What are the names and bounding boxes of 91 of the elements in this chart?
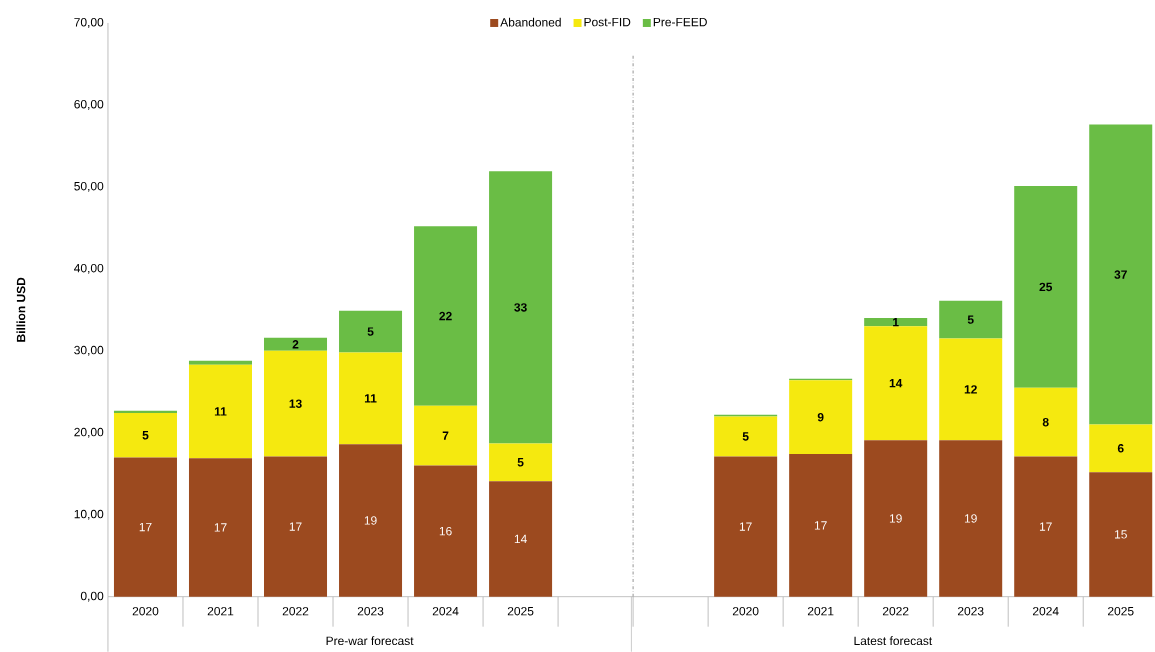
x-tick-label: 2023 xyxy=(957,606,984,616)
data-label: 17 xyxy=(814,521,827,530)
data-label: 5 xyxy=(142,430,149,440)
data-label: 17 xyxy=(214,523,227,532)
bar xyxy=(714,456,778,597)
data-label: 37 xyxy=(1114,270,1127,279)
x-tick-label: 2024 xyxy=(432,606,459,616)
y-tick-label: 10,00 xyxy=(74,509,104,520)
data-label: 14 xyxy=(514,534,527,543)
y-tick-label: 20,00 xyxy=(74,427,104,438)
data-label: 33 xyxy=(514,303,527,312)
bar xyxy=(789,380,853,454)
bar xyxy=(864,326,928,441)
bar xyxy=(113,413,177,458)
data-label: 14 xyxy=(889,378,903,388)
text: Latest forecast xyxy=(854,636,933,646)
bar xyxy=(1089,472,1153,597)
bar xyxy=(939,440,1003,597)
data-label: 17 xyxy=(139,522,152,532)
x-tick-label: 2023 xyxy=(357,606,384,616)
data-label: 11 xyxy=(214,407,227,416)
x-tick-label: 2022 xyxy=(282,606,309,616)
x-tick-label: 2025 xyxy=(507,606,534,616)
data-label: 6 xyxy=(1117,444,1124,453)
bar xyxy=(939,300,1003,339)
data-label: 13 xyxy=(289,399,302,408)
data-label: 19 xyxy=(364,516,377,525)
bar xyxy=(1089,124,1153,425)
bar xyxy=(264,337,328,351)
data-label: 9 xyxy=(817,412,824,422)
x-tick-label: 2022 xyxy=(882,606,909,616)
data-label: 2 xyxy=(292,339,299,349)
bar xyxy=(339,444,403,597)
x-tick-label: 2020 xyxy=(732,606,759,616)
y-tick-label: 40,00 xyxy=(74,263,104,274)
y-tick-label: 60,00 xyxy=(74,99,104,110)
text: Pre-war forecast xyxy=(326,636,414,646)
bar xyxy=(339,310,403,353)
y-tick-label: 30,00 xyxy=(74,345,104,356)
data-label: 17 xyxy=(739,522,752,531)
bar xyxy=(264,350,328,457)
data-label: 15 xyxy=(1114,530,1127,539)
data-label: 5 xyxy=(517,458,524,467)
data-label: 8 xyxy=(1042,417,1049,427)
data-label: 11 xyxy=(364,394,377,403)
bar xyxy=(489,443,553,482)
bar xyxy=(339,352,403,445)
y-tick-label: 0,00 xyxy=(80,591,104,602)
legend-label: Abandoned xyxy=(500,17,561,27)
bar xyxy=(113,457,177,597)
bar xyxy=(188,458,252,597)
y-tick-label: 70,00 xyxy=(74,17,104,28)
data-label: 19 xyxy=(964,514,977,523)
data-label: 22 xyxy=(439,311,452,321)
y-tick-label: 50,00 xyxy=(74,181,104,192)
data-label: 1 xyxy=(893,317,899,327)
bar xyxy=(864,440,928,597)
data-label: 19 xyxy=(889,514,902,523)
bar xyxy=(188,360,252,365)
bar xyxy=(1014,456,1078,597)
x-tick-label: 2020 xyxy=(132,606,159,616)
data-label: 17 xyxy=(289,522,302,531)
bar xyxy=(1014,185,1078,388)
bar xyxy=(714,416,778,457)
data-label: 5 xyxy=(967,315,974,324)
x-tick-label: 2024 xyxy=(1032,606,1059,616)
x-tick-label: 2021 xyxy=(207,606,234,616)
data-label: 7 xyxy=(442,431,449,440)
bar xyxy=(1014,387,1078,457)
legend-label: Post-FID xyxy=(584,17,631,27)
y-axis-title: Billion USD xyxy=(16,277,26,342)
data-label: 17 xyxy=(1039,522,1052,531)
data-label: 25 xyxy=(1039,282,1053,292)
bar xyxy=(789,454,853,597)
bar xyxy=(414,226,478,406)
bar xyxy=(414,465,478,597)
bar xyxy=(1089,424,1153,473)
bar xyxy=(489,171,553,444)
bar xyxy=(939,338,1003,441)
data-label: 5 xyxy=(367,327,374,336)
bar xyxy=(489,481,553,597)
bar xyxy=(188,364,252,459)
data-label: 5 xyxy=(742,432,749,441)
data-label: 16 xyxy=(439,526,452,536)
x-tick-label: 2025 xyxy=(1108,606,1134,616)
data-label: 12 xyxy=(964,385,977,394)
bar xyxy=(414,405,478,466)
bar xyxy=(864,317,928,327)
x-tick-label: 2021 xyxy=(807,606,834,616)
legend-label: Pre-FEED xyxy=(653,17,707,27)
bar xyxy=(264,456,328,597)
